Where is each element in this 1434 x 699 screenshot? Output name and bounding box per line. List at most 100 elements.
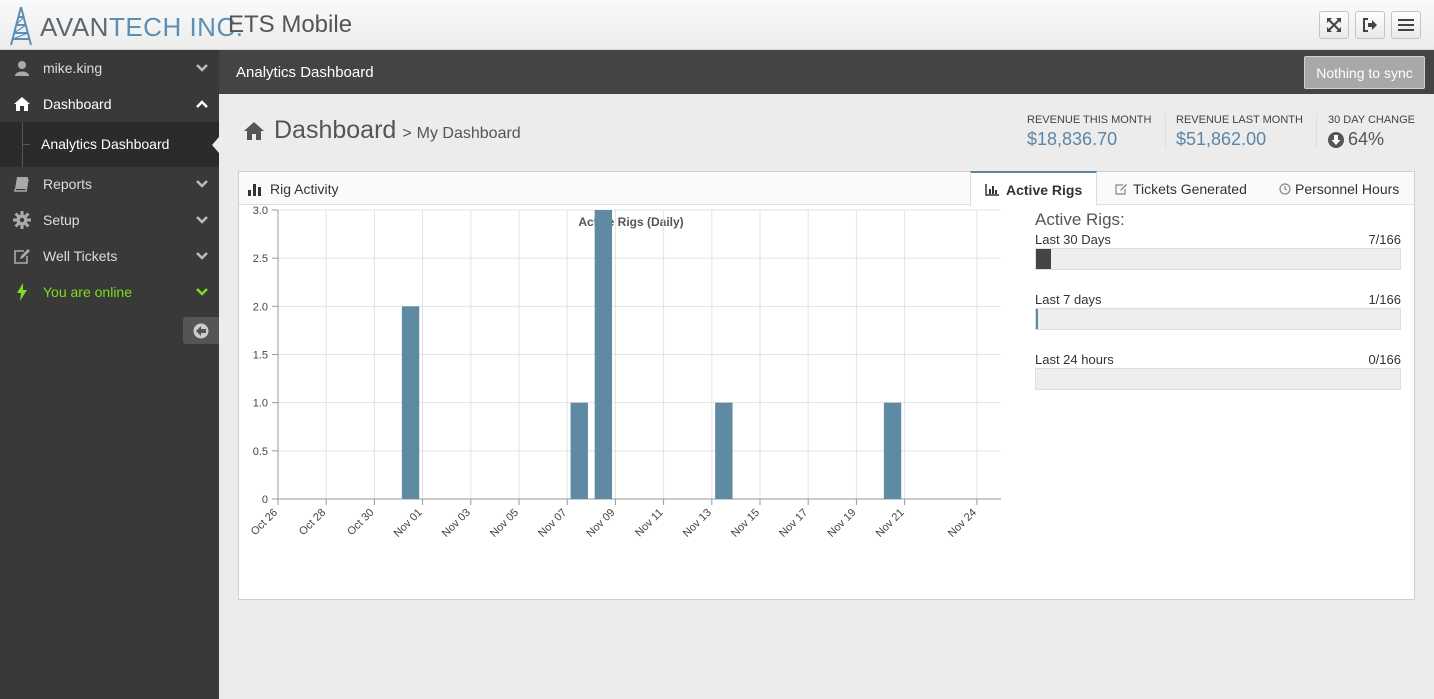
y-tick-label: 2.5 — [253, 253, 268, 265]
x-tick-label: Nov 01 — [392, 507, 425, 540]
x-tick-label: Nov 17 — [777, 507, 810, 540]
stat-value: $51,862.00 — [1176, 129, 1267, 149]
x-tick-label: Nov 19 — [825, 507, 858, 540]
page-header-bar: Analytics Dashboard Nothing to sync — [219, 50, 1434, 94]
progress-track — [1035, 308, 1401, 330]
active-rigs-chart: 0 0.5 1.0 1.5 2.0 2.5 3.0 Oct 26 Oct 28 Oct 30 Nov… — [249, 205, 1001, 540]
stat-value: 64% — [1348, 129, 1385, 149]
sidebar-item-reports[interactable]: Reports — [0, 166, 219, 202]
book-icon — [12, 175, 32, 193]
sidebar-item-well-tickets[interactable]: Well Tickets — [0, 238, 219, 274]
sidebar-item-label: You are online — [43, 284, 133, 300]
stat-30-day-change: 30 DAY CHANGE 64% — [1328, 114, 1415, 150]
gear-icon — [12, 211, 32, 229]
tab-label: Active Rigs — [1006, 181, 1083, 198]
chart-bar — [570, 402, 588, 499]
bar-chart-icon — [985, 183, 999, 196]
x-tick-label: Oct 30 — [345, 507, 376, 538]
sidebar-item-label: Reports — [43, 176, 93, 192]
bolt-icon — [12, 283, 32, 301]
edit-icon — [12, 247, 32, 265]
brand-name: AVANTECH INC. — [40, 12, 243, 43]
chart-bar — [401, 306, 420, 499]
main-content: Dashboard > My Dashboard REVENUE THIS MO… — [219, 94, 1434, 699]
x-tick-label: Oct 28 — [297, 507, 328, 538]
top-bar: AVANTECH INC. ETS Mobile — [0, 0, 1434, 50]
rig-row-label: Last 24 hours — [1035, 352, 1114, 367]
breadcrumb-separator: > — [402, 125, 412, 142]
brand-part-1: AVAN — [40, 12, 109, 42]
rig-row-label: Last 7 days — [1035, 292, 1102, 307]
clock-icon — [1279, 182, 1291, 195]
tree-branch — [22, 144, 30, 145]
chevron-down-icon — [196, 64, 208, 72]
x-tick-label: Nov 03 — [440, 507, 473, 540]
sidebar-item-label: mike.king — [43, 60, 103, 76]
fullscreen-icon — [1327, 18, 1341, 32]
progress-track — [1035, 368, 1401, 390]
sidebar-subitem-analytics-dashboard[interactable]: Analytics Dashboard — [41, 136, 170, 152]
sync-button[interactable]: Nothing to sync — [1304, 56, 1425, 89]
panel-title-text: Rig Activity — [270, 181, 339, 197]
app-title: ETS Mobile — [228, 11, 353, 38]
panel-title: Rig Activity — [248, 181, 338, 197]
sidebar-item-user[interactable]: mike.king — [0, 50, 219, 86]
chart-bar — [883, 402, 902, 499]
sidebar-item-online-status[interactable]: You are online — [0, 274, 219, 310]
stat-revenue-this-month: REVENUE THIS MONTH $18,836.70 — [1027, 114, 1151, 150]
fullscreen-button[interactable] — [1319, 11, 1349, 39]
sidebar-item-label: Setup — [43, 212, 80, 228]
progress-fill — [1036, 309, 1039, 329]
rig-row-value: 0/166 — [1368, 352, 1401, 367]
logout-icon — [1363, 18, 1377, 32]
x-tick-label: Nov 15 — [729, 507, 762, 540]
progress-track — [1035, 248, 1401, 270]
sidebar-item-label: Well Tickets — [43, 248, 118, 264]
tab-active-rigs[interactable]: Active Rigs — [970, 171, 1098, 206]
sidebar-item-label: Dashboard — [43, 96, 112, 112]
bar-chart-icon — [248, 183, 261, 196]
x-tick-label: Nov 21 — [874, 507, 907, 540]
brand-part-2: TECH INC. — [108, 12, 244, 42]
stat-revenue-last-month: REVENUE LAST MONTH $51,862.00 — [1176, 114, 1303, 150]
menu-button[interactable] — [1391, 11, 1421, 39]
logout-button[interactable] — [1355, 11, 1385, 39]
dashboard-subtitle: My Dashboard — [416, 125, 521, 142]
chart-bar — [594, 210, 613, 499]
chart-bar — [715, 402, 733, 499]
sidebar-item-setup[interactable]: Setup — [0, 202, 219, 238]
rig-row-label: Last 30 Days — [1035, 232, 1111, 247]
x-tick-label: Oct 26 — [249, 507, 280, 538]
active-rigs-title: Active Rigs: — [1035, 210, 1125, 229]
tab-label: Tickets Generated — [1133, 180, 1247, 197]
panel-header: Rig Activity Active Rigs Tickets Generat… — [239, 171, 1414, 206]
x-tick-label: Nov 11 — [633, 507, 666, 540]
y-tick-label: 1.0 — [253, 398, 268, 410]
y-tick-label: 0 — [262, 494, 268, 506]
chevron-up-icon — [196, 100, 208, 108]
x-tick-label: Nov 09 — [584, 507, 617, 540]
y-tick-label: 0.5 — [253, 446, 268, 458]
stat-divider — [1316, 114, 1317, 148]
active-caret — [212, 137, 219, 153]
x-tick-label: Nov 24 — [946, 507, 979, 540]
rig-row-value: 1/166 — [1368, 292, 1401, 307]
stat-label: REVENUE LAST MONTH — [1176, 114, 1303, 126]
dashboard-title: Dashboard — [274, 116, 397, 144]
stat-value-wrap: 64% — [1328, 129, 1415, 150]
sidebar-item-dashboard[interactable]: Dashboard — [0, 86, 219, 122]
rig-activity-panel: Rig Activity Active Rigs Tickets Generat… — [238, 171, 1415, 600]
tab-personnel-hours[interactable]: Personnel Hours — [1279, 172, 1399, 205]
stat-divider — [1165, 114, 1166, 148]
tab-tickets-generated[interactable]: Tickets Generated — [1115, 172, 1247, 205]
sidebar: mike.king Dashboard Analytics Dashboard … — [0, 50, 219, 699]
collapse-sidebar-button[interactable] — [183, 317, 219, 344]
stat-value: $18,836.70 — [1027, 129, 1118, 149]
x-tick-label: Nov 13 — [681, 507, 714, 540]
chevron-down-icon — [196, 180, 208, 188]
y-tick-label: 2.0 — [253, 301, 268, 313]
chevron-down-icon — [196, 216, 208, 224]
user-icon — [12, 59, 32, 77]
y-tick-label: 3.0 — [253, 205, 268, 217]
page-title: Analytics Dashboard — [236, 64, 374, 81]
